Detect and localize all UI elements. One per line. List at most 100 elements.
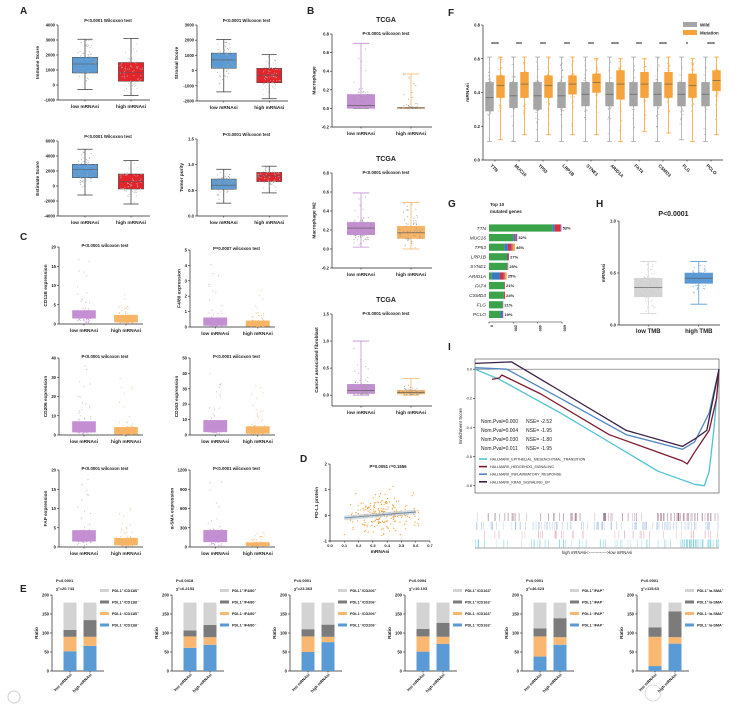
- data-point: [126, 172, 128, 174]
- data-point: [221, 178, 223, 180]
- y-tick-label: 1: [185, 309, 188, 314]
- data-point: [525, 89, 527, 91]
- data-point: [633, 87, 635, 89]
- y-tick-label: 150: [162, 612, 170, 617]
- significance-stars: ****: [611, 42, 619, 48]
- data-point: [208, 407, 211, 409]
- data-point: [116, 316, 118, 318]
- chi-square-label: χ²=10.103: [409, 586, 428, 591]
- data-point: [548, 92, 550, 95]
- data-point: [119, 513, 121, 515]
- data-point: [90, 512, 92, 515]
- data-point: [222, 67, 224, 69]
- enrichment-curve: [474, 367, 720, 450]
- x-category-label: low TMB: [636, 329, 661, 335]
- data-point: [609, 89, 611, 91]
- data-point: [701, 274, 703, 276]
- legend-swatch: [338, 589, 347, 592]
- data-point: [666, 102, 668, 104]
- data-point: [79, 68, 81, 70]
- data-point: [548, 103, 551, 106]
- y-tick-label: 0: [325, 513, 328, 518]
- data-point: [354, 98, 357, 100]
- data-point: [486, 92, 488, 94]
- chi-square-label: χ²=20.743: [56, 586, 75, 591]
- data-point: [136, 182, 138, 184]
- data-point: [705, 105, 707, 107]
- data-point: [137, 66, 139, 68]
- data-point: [366, 507, 368, 509]
- data-point: [653, 307, 655, 309]
- data-point: [260, 177, 262, 179]
- data-point: [367, 384, 369, 386]
- data-point: [691, 99, 693, 101]
- data-point: [259, 180, 261, 182]
- data-point: [120, 528, 123, 530]
- data-point: [717, 91, 719, 93]
- data-point: [413, 230, 415, 232]
- data-point: [585, 109, 587, 111]
- data-point: [713, 84, 715, 86]
- data-point: [130, 181, 133, 183]
- data-point: [265, 167, 267, 169]
- data-point: [418, 231, 420, 233]
- data-point: [655, 284, 657, 286]
- data-point: [407, 209, 409, 211]
- data-point: [115, 316, 117, 318]
- nom-pval-label: Nom.Pval=0.030: [481, 437, 518, 443]
- y-tick-label: 20: [51, 468, 56, 473]
- data-point: [129, 524, 131, 526]
- y-tick-label: 0.0: [323, 106, 329, 111]
- data-point: [707, 272, 709, 274]
- data-point: [252, 430, 254, 432]
- data-point: [86, 369, 88, 371]
- data-point: [257, 312, 259, 314]
- data-point: [131, 537, 133, 539]
- data-point: [383, 533, 385, 535]
- data-point: [249, 431, 251, 433]
- data-point: [93, 311, 95, 314]
- data-point: [130, 508, 132, 510]
- data-point: [698, 280, 700, 282]
- legend-swatch: [100, 600, 109, 604]
- data-point: [692, 64, 694, 66]
- data-point: [406, 205, 408, 207]
- data-point: [596, 79, 598, 81]
- data-point: [204, 425, 206, 427]
- data-point: [140, 75, 142, 77]
- data-point: [354, 99, 356, 101]
- data-point: [649, 269, 651, 271]
- data-point: [253, 422, 255, 424]
- data-point: [265, 69, 267, 71]
- data-point: [139, 80, 141, 82]
- data-point: [122, 174, 124, 176]
- data-point: [691, 96, 693, 98]
- data-point: [222, 66, 224, 68]
- data-point: [487, 108, 489, 110]
- panel-letter: D: [300, 454, 307, 465]
- data-point: [359, 204, 361, 206]
- data-point: [406, 209, 408, 211]
- x-category-label: high mRNAsi: [111, 551, 141, 557]
- data-point: [693, 272, 695, 274]
- data-point: [706, 99, 709, 101]
- data-point: [72, 534, 75, 536]
- data-point: [547, 108, 549, 110]
- stacked-bar-segment: [553, 618, 567, 638]
- data-point: [227, 49, 229, 51]
- percent-label: 46%: [516, 245, 524, 250]
- data-point: [209, 431, 212, 433]
- data-point: [263, 545, 266, 547]
- data-point: [620, 100, 622, 102]
- data-point: [537, 110, 539, 112]
- y-axis-label: PD-L1 protein: [314, 487, 320, 519]
- data-point: [361, 101, 363, 103]
- data-point: [498, 80, 500, 82]
- chart-title: Top 10: [490, 202, 505, 207]
- data-point: [229, 174, 231, 176]
- data-point: [129, 58, 131, 60]
- data-point: [706, 88, 708, 90]
- data-point: [639, 285, 642, 287]
- x-category-label: high mRNAsi: [71, 672, 92, 693]
